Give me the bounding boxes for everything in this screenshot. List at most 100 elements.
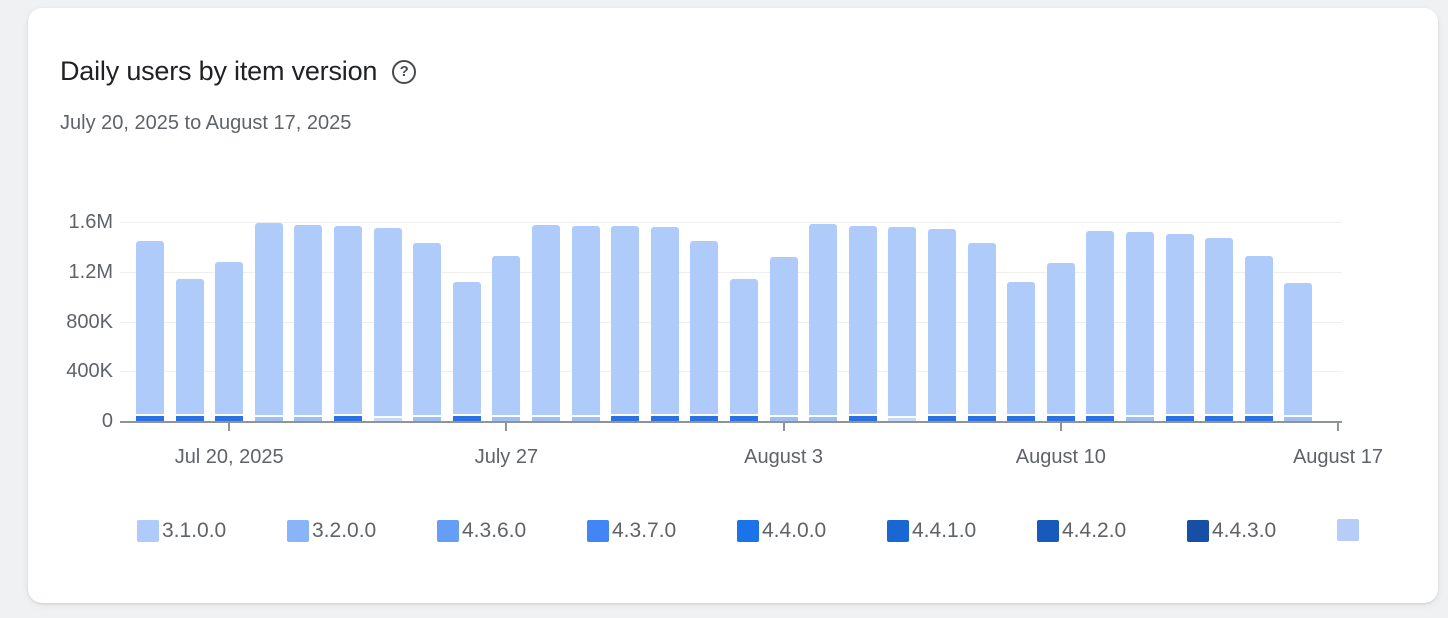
bar[interactable] [888,226,917,421]
bar-body-segment [334,225,362,414]
y-axis-label: 1.6M [68,211,113,233]
bar-cap-segment [1126,417,1154,421]
bar-cap-segment [413,417,442,421]
bar[interactable] [1046,263,1075,421]
bar[interactable] [1007,281,1036,421]
bar-body-segment [215,261,244,414]
bar-body-segment [492,255,521,416]
bar[interactable] [1086,231,1115,421]
y-axis-label: 400K [66,360,113,383]
x-axis-tick [1059,423,1062,431]
bar-body-segment [730,279,758,414]
bar-cap-segment [809,417,838,421]
bar[interactable] [848,225,877,421]
bar-cap-segment [1007,415,1036,421]
legend-item [1337,519,1362,541]
legend-label: 4.4.0.0 [762,519,827,542]
bar-body-segment [175,279,204,414]
y-gridline [120,271,1342,273]
bar[interactable] [492,255,521,421]
legend-swatch-icon [137,520,159,542]
bar-body-segment [136,240,164,414]
y-axis-label: 1.2M [68,260,113,283]
bar-cap-segment [730,415,758,421]
bar-body-segment [452,281,481,414]
bar[interactable] [611,225,640,421]
bar[interactable] [967,243,996,421]
bar-body-segment [1086,231,1115,414]
bar[interactable] [1165,234,1194,421]
bar[interactable] [1284,282,1313,421]
bar[interactable] [334,225,362,421]
bar[interactable] [373,227,402,421]
bar-body-segment [1244,255,1273,414]
bar-cap-segment [373,417,402,421]
y-axis-label: 0 [101,410,113,432]
bar-body-segment [611,225,640,414]
bar-body-segment [1046,263,1075,414]
bar-body-segment [690,240,719,414]
date-range-subtitle: July 20, 2025 to August 17, 2025 [60,112,352,134]
bar[interactable] [254,223,283,421]
bar-cap-segment [334,415,362,421]
bar[interactable] [452,281,481,421]
x-axis-tick [228,423,231,431]
bar[interactable] [136,240,164,421]
x-axis-label: August 3 [744,446,824,468]
legend-item: 3.1.0.0 [137,519,226,543]
bar[interactable] [294,225,323,421]
bar-cap-segment [294,417,323,421]
bar[interactable] [175,279,204,421]
chart-header: Daily users by item version ? [60,56,417,87]
bar-cap-segment [1086,415,1115,421]
bar[interactable] [532,225,560,421]
bar[interactable] [1126,231,1154,421]
bar-body-segment [1165,234,1194,414]
bar[interactable] [730,279,758,421]
legend-label: 4.3.6.0 [462,519,527,542]
bar[interactable] [809,224,838,421]
x-axis-line [120,421,1342,423]
bar-body-segment [928,229,956,414]
legend-item: 4.3.7.0 [587,519,676,543]
bar-body-segment [413,243,442,416]
y-gridline [120,222,1342,223]
legend-label: 4.4.3.0 [1212,519,1277,542]
bar[interactable] [1205,238,1234,421]
bar-cap-segment [769,417,798,421]
legend-label: 4.4.2.0 [1062,519,1127,542]
legend-swatch-icon [887,520,909,542]
bar[interactable] [413,243,442,421]
bar-body-segment [650,226,679,414]
bar[interactable] [1244,255,1273,421]
bar-cap-segment [492,417,521,421]
bar-cap-segment [254,417,283,421]
x-axis-tick [1337,423,1339,431]
bar-body-segment [1007,281,1036,414]
bar-body-segment [373,227,402,416]
bar[interactable] [690,240,719,421]
bar-body-segment [254,223,283,416]
legend-item: 3.2.0.0 [287,519,376,543]
bar[interactable] [571,225,600,421]
bar-cap-segment [967,415,996,421]
bar[interactable] [928,229,956,421]
bar-body-segment [1205,238,1234,414]
legend-swatch-icon [437,520,459,542]
x-axis-label: August 10 [1015,446,1106,468]
legend-item: 4.4.3.0 [1187,519,1276,543]
bar-cap-segment [1284,417,1313,421]
bar-body-segment [1284,282,1313,416]
help-icon[interactable]: ? [392,59,417,84]
bar-body-segment [848,225,877,414]
bar-cap-segment [215,415,244,421]
bar[interactable] [769,256,798,421]
bar-cap-segment [452,415,481,421]
x-axis-label: August 17 [1292,446,1384,468]
bar-cap-segment [650,415,679,421]
legend-label: 3.1.0.0 [162,519,227,542]
bar-body-segment [888,226,917,416]
bar[interactable] [650,226,679,421]
bar[interactable] [215,261,244,421]
